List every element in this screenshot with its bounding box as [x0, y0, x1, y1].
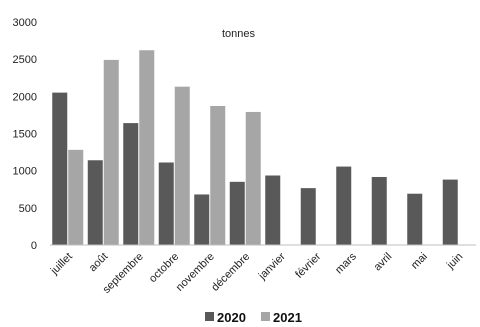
bar-2020-mai — [407, 193, 423, 245]
y-axis-tick-labels: 0 500 1000 1500 2000 2500 3000 — [13, 17, 37, 252]
legend-label-2020: 2020 — [217, 310, 246, 325]
bar-2020-mars — [336, 166, 352, 245]
bar-2021-novembre — [210, 105, 226, 245]
x-tick-label: mai — [409, 251, 430, 272]
bar-2020-décembre — [229, 181, 245, 245]
y-tick-label: 3000 — [13, 17, 37, 29]
y-tick-label: 2000 — [13, 91, 37, 103]
bar-2020-juin — [442, 179, 458, 245]
bar-2021-juillet — [68, 149, 84, 245]
x-tick-label: juin — [444, 251, 465, 272]
y-tick-label: 500 — [19, 203, 37, 215]
x-tick-label: janvier — [256, 250, 288, 282]
x-tick-label: octobre — [147, 251, 181, 285]
y-tick-label: 2500 — [13, 54, 37, 66]
x-tick-label: février — [293, 250, 323, 280]
x-tick-label: avril — [372, 251, 395, 274]
bar-2020-janvier — [265, 175, 281, 245]
bar-2021-août — [103, 59, 119, 245]
bar-2020-septembre — [123, 123, 139, 245]
x-tick-label: décembre — [209, 251, 252, 294]
bar-2020-août — [87, 160, 103, 245]
bar-2020-octobre — [158, 162, 174, 245]
x-tick-label: août — [87, 251, 111, 275]
bar-2021-décembre — [245, 111, 261, 246]
x-tick-label: juillet — [48, 251, 75, 278]
bar-2021-octobre — [174, 86, 190, 245]
bar-2020-novembre — [194, 194, 210, 245]
legend-swatch-2020 — [205, 312, 214, 321]
x-tick-label: mars — [333, 250, 359, 276]
legend: 2020 2021 — [205, 310, 302, 325]
legend-swatch-2021 — [261, 312, 270, 321]
bar-2020-avril — [371, 176, 387, 245]
bars — [52, 50, 458, 246]
bar-2021-septembre — [139, 50, 155, 245]
y-tick-label: 1500 — [13, 129, 37, 141]
legend-label-2021: 2021 — [273, 310, 302, 325]
y-tick-label: 1000 — [13, 166, 37, 178]
y-tick-label: 0 — [31, 240, 37, 252]
bar-2020-juillet — [52, 92, 68, 245]
bar-2020-février — [300, 188, 316, 245]
unit-label: tonnes — [222, 28, 256, 40]
